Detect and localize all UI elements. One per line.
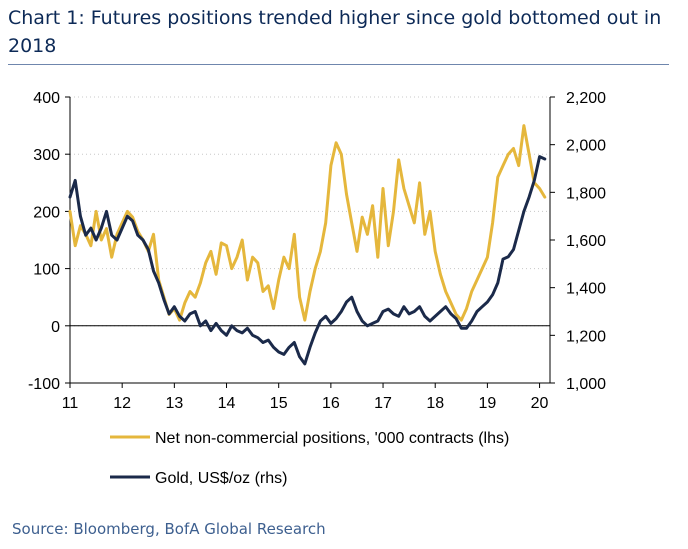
x-tick-label: 15: [270, 395, 288, 412]
y-left-tick-label: 100: [33, 262, 60, 279]
legend-label: Net non-commercial positions, '000 contr…: [155, 430, 509, 447]
y-right-tick-label: 1,400: [566, 281, 606, 298]
title-divider: [8, 64, 669, 65]
legend-label: Gold, US$/oz (rhs): [155, 470, 287, 487]
y-left-tick-label: 300: [33, 147, 60, 164]
y-right-tick-label: 1,800: [566, 185, 606, 202]
x-tick-label: 13: [165, 395, 183, 412]
y-left-tick-label: 400: [33, 90, 60, 107]
y-right-tick-label: 2,000: [566, 138, 606, 155]
gold-price-line: [68, 155, 547, 366]
y-right-tick-label: 1,600: [566, 233, 606, 250]
y-right-tick-label: 1,200: [566, 328, 606, 345]
series-lines: [68, 124, 547, 366]
net-positions-line: [68, 124, 547, 322]
source-note: Source: Bloomberg, BofA Global Research: [12, 520, 326, 538]
x-tick-label: 20: [531, 395, 549, 412]
chart-title: Chart 1: Futures positions trended highe…: [8, 7, 662, 57]
y-left-tick-label: 0: [51, 319, 60, 336]
x-tick-label: 18: [426, 395, 444, 412]
x-tick-label: 12: [113, 395, 131, 412]
legend: Net non-commercial positions, '000 contr…: [110, 430, 509, 487]
y-left-tick-label: 200: [33, 204, 60, 221]
x-tick-label: 19: [478, 395, 496, 412]
y-right-tick-label: 2,200: [566, 90, 606, 107]
x-tick-label: 11: [62, 395, 79, 412]
x-tick-label: 16: [322, 395, 340, 412]
x-tick-label: 14: [218, 395, 236, 412]
y-left-tick-label: -100: [28, 376, 60, 393]
x-tick-label: 17: [374, 395, 392, 412]
tick-labels: -100 0 100 200 300 400 1,000 1,200 1,400 1,600 1,8…: [28, 90, 606, 412]
y-right-tick-label: 1,000: [566, 376, 606, 393]
